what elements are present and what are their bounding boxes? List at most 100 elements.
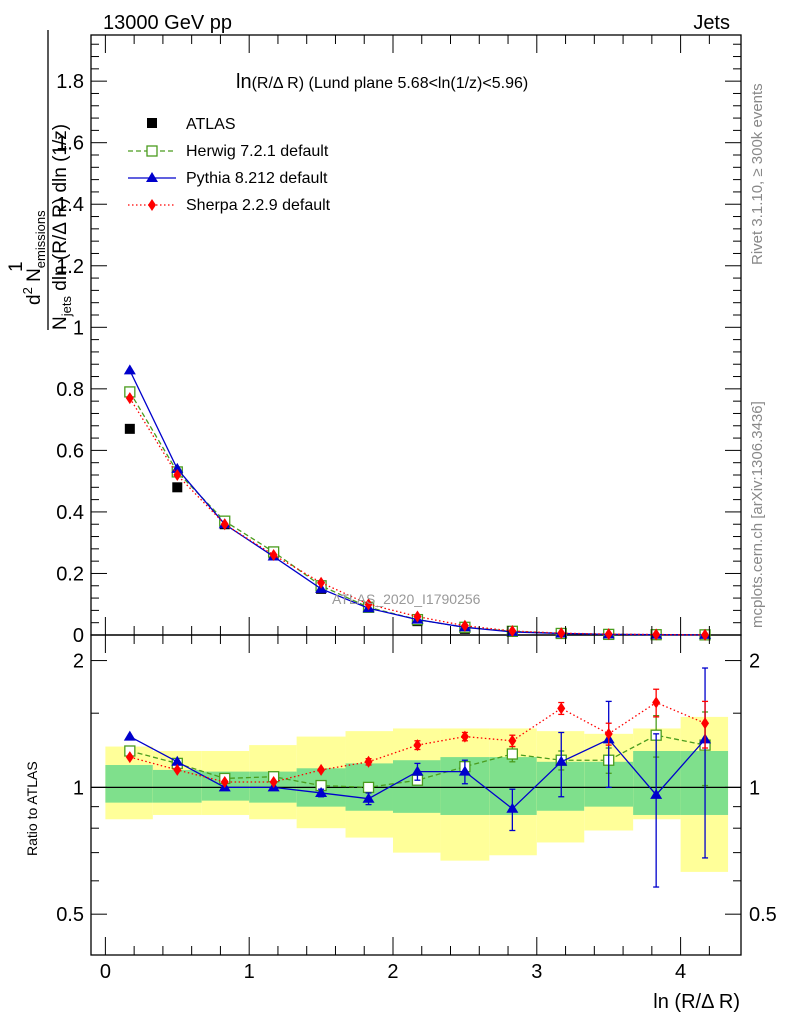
main-point-sherpa xyxy=(317,576,326,589)
ratio-point-pythia xyxy=(315,786,328,797)
y-label-jets: jets xyxy=(59,296,74,318)
main-point-pythia xyxy=(123,364,136,375)
main-ytick-label: 1.6 xyxy=(56,133,84,155)
y-axis-label-top: d2 Nemissions Njets dln (R/Δ R) dln (1/z… xyxy=(20,30,74,330)
legend-atlas-label: ATLAS xyxy=(186,116,236,133)
xtick-label: 0 xyxy=(100,961,111,983)
main-point-sherpa xyxy=(701,628,710,641)
header-energy: 13000 GeV pp xyxy=(103,12,232,34)
main-point-atlas xyxy=(124,423,135,434)
ratio-ytick-label-right: 0.5 xyxy=(749,904,777,926)
y-label-N: N xyxy=(50,316,71,330)
ratio-point-sherpa xyxy=(604,727,613,740)
ratio-point-sherpa xyxy=(220,775,229,788)
ratio-point-pythia xyxy=(411,765,424,776)
ratio-ytick-label: 2 xyxy=(73,651,84,673)
y-label-denominator: Njets dln (R/Δ R) dln (1/z) xyxy=(50,124,74,330)
y-label-dln: dln (R/Δ R) dln (1/z) xyxy=(50,124,71,296)
ratio-point-sherpa xyxy=(269,775,278,788)
plot-title-rest: (R/Δ R) (Lund plane 5.68<ln(1/z)<5.96) xyxy=(252,75,529,92)
y-label-numerator: d2 Nemissions xyxy=(20,210,48,305)
header-jets: Jets xyxy=(693,12,730,34)
y-label-emissions: emissions xyxy=(33,210,48,268)
ratio-point-sherpa xyxy=(652,696,661,709)
main-point-sherpa xyxy=(557,627,566,640)
ratio-point-pythia xyxy=(650,788,663,799)
main-ytick-label: 0.4 xyxy=(56,502,84,524)
main-ytick-label: 1.4 xyxy=(56,194,84,216)
ratio-point-pythia xyxy=(458,765,471,776)
legend-atlas-marker xyxy=(147,118,157,128)
ratio-ytick-label: 1 xyxy=(73,777,84,799)
legend-sherpa-label: Sherpa 2.2.9 default xyxy=(186,197,331,214)
ratio-point-sherpa xyxy=(413,739,422,752)
y-label-one: 1 xyxy=(6,261,27,272)
xtick-label: 4 xyxy=(675,961,686,983)
ratio-ytick-label-right: 2 xyxy=(749,651,760,673)
analysis-watermark: ATLAS_2020_I1790256 xyxy=(332,591,481,607)
ratio-point-sherpa xyxy=(364,755,373,768)
y-axis-label-bottom: Ratio to ATLAS xyxy=(24,761,40,856)
ratio-point-pythia xyxy=(123,730,136,741)
legend-pythia-label: Pythia 8.212 default xyxy=(186,170,328,187)
main-point-sherpa xyxy=(220,518,229,531)
main-ytick-label: 1 xyxy=(73,317,84,339)
main-ytick-label: 1.8 xyxy=(56,71,84,93)
ratio-point-pythia xyxy=(555,755,568,766)
main-point-sherpa xyxy=(364,598,373,611)
main-ytick-label: 0 xyxy=(73,625,84,647)
ratio-point-sherpa xyxy=(317,763,326,776)
main-point-sherpa xyxy=(508,625,517,637)
main-point-sherpa xyxy=(269,549,278,561)
main-ytick-label: 0.8 xyxy=(56,379,84,401)
legend-sherpa-marker xyxy=(148,199,156,211)
ratio-point-pythia xyxy=(171,755,184,766)
y-label-sup: 2 xyxy=(20,287,35,294)
xtick-label: 3 xyxy=(531,961,542,983)
legend-herwig-label: Herwig 7.2.1 default xyxy=(186,143,329,160)
x-axis-label: ln (R/Δ R) xyxy=(653,991,740,1013)
ratio-frame xyxy=(90,634,742,956)
plot-title: ln(R/Δ R) (Lund plane 5.68<ln(1/z)<5.96) xyxy=(236,71,528,93)
ratio-point-sherpa xyxy=(460,730,469,743)
main-point-sherpa xyxy=(604,628,613,641)
legend-pythia-marker xyxy=(146,172,158,182)
ratio-point-pythia xyxy=(506,802,519,813)
rivet-version: Rivet 3.1.10, ≥ 300k events xyxy=(749,83,766,265)
axis-ticks: 0 0.2 0.4 0.6 0.8 1 1.2 1.4 1.6 1.8 0 1 2 3 4 0.5 0.5 1 1 2… xyxy=(56,35,777,983)
ratio-point-pythia xyxy=(362,792,375,803)
legend: ATLAS Herwig 7.2.1 default Pythia 8.212 … xyxy=(128,116,331,214)
main-point-sherpa xyxy=(125,392,134,405)
main-ytick-label: 1.2 xyxy=(56,256,84,278)
main-point-atlas xyxy=(172,482,183,493)
band-inner-bin xyxy=(680,750,729,815)
ratio-point-sherpa xyxy=(557,702,566,715)
legend-herwig-marker xyxy=(146,145,158,157)
data-series xyxy=(123,364,712,888)
ratio-point-sherpa xyxy=(173,763,182,776)
ratio-point-sherpa xyxy=(508,734,517,747)
band-inner-bin xyxy=(105,765,153,803)
mcplots-citation: mcplots.cern.ch [arXiv:1306.3436] xyxy=(749,401,766,628)
ratio-ytick-label-right: 1 xyxy=(749,777,760,799)
ratio-point-sherpa xyxy=(125,751,134,764)
main-ytick-label: 0.6 xyxy=(56,440,84,462)
main-ytick-label: 0.2 xyxy=(56,563,84,585)
ratio-point-herwig xyxy=(506,748,518,760)
plot-title-ln: ln xyxy=(236,71,252,93)
band-inner-bin xyxy=(536,761,585,811)
main-point-sherpa xyxy=(652,628,661,641)
main-point-sherpa xyxy=(173,469,182,481)
xtick-label: 2 xyxy=(387,961,398,983)
main-point-sherpa xyxy=(413,610,422,623)
y-label-d: d xyxy=(24,294,45,305)
band-inner-bin xyxy=(633,750,681,815)
main-point-sherpa xyxy=(460,619,469,632)
axes-frames xyxy=(90,34,742,956)
xtick-label: 1 xyxy=(244,961,255,983)
ratio-point-sherpa xyxy=(701,717,710,730)
y-label-n: N xyxy=(24,268,45,287)
ratio-ytick-label: 0.5 xyxy=(56,904,84,926)
ratio-point-herwig xyxy=(362,781,375,794)
